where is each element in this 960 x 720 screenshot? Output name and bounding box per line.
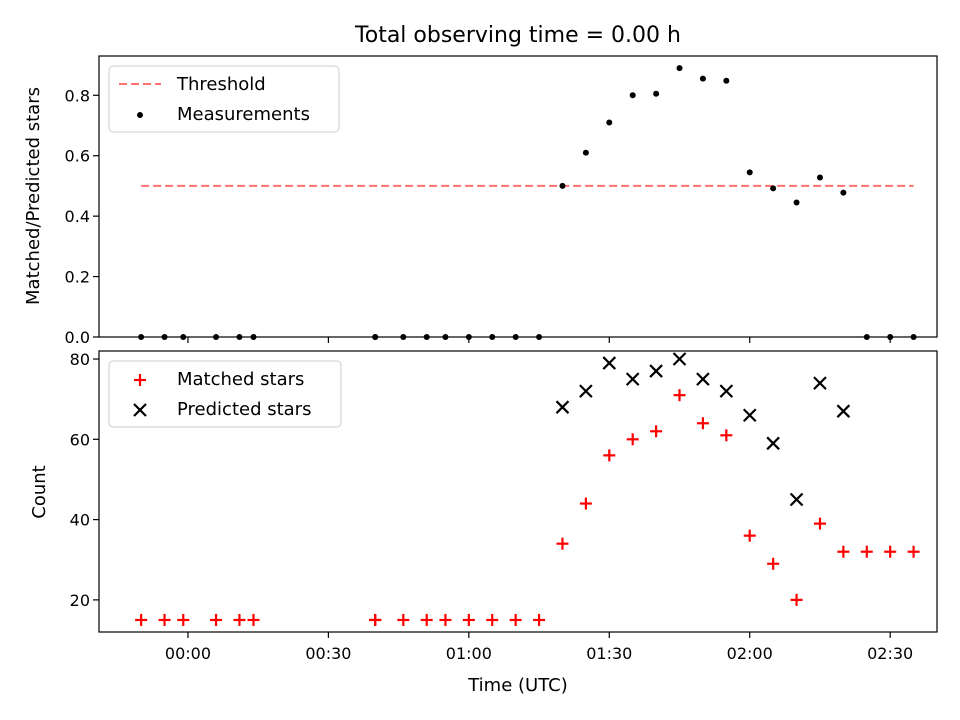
x-tick-label: 01:30 xyxy=(586,644,632,663)
x-tick-label: 02:00 xyxy=(727,644,773,663)
x-tick-label: 02:30 xyxy=(867,644,913,663)
matched-star-point xyxy=(673,389,686,402)
matched-star-point xyxy=(158,613,171,626)
matched-star-point xyxy=(813,517,826,530)
legend-predicted-label: Predicted stars xyxy=(177,399,311,420)
x-tick-label: 01:00 xyxy=(446,644,492,663)
measurement-point xyxy=(676,65,683,72)
bottom-y-tick-label: 20 xyxy=(70,591,90,610)
legend-measurements-label: Measurements xyxy=(177,104,310,125)
matched-star-point xyxy=(696,417,709,430)
matched-star-point xyxy=(420,613,433,626)
bottom-legend: Matched stars Predicted stars xyxy=(108,360,342,428)
matched-star-point xyxy=(439,613,452,626)
matched-star-point xyxy=(579,497,592,510)
predicted-star-point xyxy=(836,404,851,418)
legend-matched-label: Matched stars xyxy=(177,369,304,390)
measurement-point xyxy=(793,199,800,206)
top-legend: Threshold Measurements xyxy=(108,65,340,133)
matched-star-point xyxy=(837,545,850,558)
top-legend-box xyxy=(108,65,340,133)
top-y-tick-label: 0.8 xyxy=(65,86,90,105)
predicted-star-point xyxy=(625,372,640,386)
measurement-point xyxy=(746,169,753,176)
matched-star-point xyxy=(462,613,475,626)
predicted-star-point xyxy=(813,376,827,390)
bottom-y-tick-label: 80 xyxy=(70,350,90,369)
matched-star-point xyxy=(397,613,410,626)
top-y-ticks: 0.0 0.2 0.4 0.6 0.8 xyxy=(65,86,99,347)
predicted-star-point xyxy=(766,436,780,451)
matched-star-point xyxy=(720,429,733,442)
chart-title: Total observing time = 0.00 h xyxy=(354,23,681,48)
matched-star-point xyxy=(790,593,803,606)
measurement-point xyxy=(606,119,613,126)
top-y-tick-label: 0.2 xyxy=(65,268,90,287)
top-axes-frame xyxy=(98,55,938,338)
top-y-axis-label: Matched/Predicted stars xyxy=(23,87,44,305)
matched-star-point xyxy=(210,613,223,626)
bottom-y-tick-label: 40 xyxy=(70,511,90,530)
measurement-point xyxy=(723,77,730,84)
bottom-plot-area xyxy=(135,352,920,626)
matched-star-point xyxy=(603,449,616,462)
predicted-star-point xyxy=(602,356,617,370)
legend-threshold-label: Threshold xyxy=(176,74,266,95)
x-axis-label: Time (UTC) xyxy=(467,675,568,696)
matched-star-point xyxy=(509,613,522,626)
measurement-point xyxy=(770,185,777,192)
predicted-star-point xyxy=(672,352,687,366)
matched-star-point xyxy=(556,537,569,550)
top-y-tick-label: 0.4 xyxy=(65,207,90,226)
bottom-axes-frame xyxy=(98,350,938,633)
legend-predicted-x-icon xyxy=(133,403,147,417)
predicted-star-point xyxy=(789,492,804,507)
predicted-star-point xyxy=(742,408,757,423)
top-panel: 0.00.20.40.60.8 Matched/Predicted stars … xyxy=(23,55,938,347)
matched-star-point xyxy=(767,557,780,570)
bottom-y-tick-label: 60 xyxy=(70,430,90,449)
x-tick-label: 00:00 xyxy=(165,644,211,663)
matched-star-point xyxy=(233,613,246,626)
measurement-point xyxy=(816,174,823,181)
matched-star-point xyxy=(884,545,897,558)
predicted-star-point xyxy=(579,384,593,398)
top-x-ticks xyxy=(187,337,891,343)
legend-matched-plus-icon xyxy=(134,374,146,386)
measurement-point xyxy=(840,189,847,196)
matched-star-point xyxy=(177,613,190,626)
measurement-point xyxy=(559,182,566,189)
matched-star-point xyxy=(369,613,382,626)
measurement-point xyxy=(582,149,589,156)
predicted-star-point xyxy=(719,384,734,398)
predicted-star-point xyxy=(696,372,710,386)
top-y-tick-label: 0.0 xyxy=(65,328,90,347)
bottom-y-axis-label: Count xyxy=(29,465,50,518)
matched-star-point xyxy=(626,433,639,446)
bottom-x-ticks: 00:00 00:30 01:00 01:30 02:00 02:30 xyxy=(165,632,913,663)
bottom-y-ticks: 20 40 60 80 xyxy=(70,350,99,610)
predicted-star-point xyxy=(555,400,570,414)
measurement-point xyxy=(629,92,636,99)
matched-star-point xyxy=(650,425,663,438)
legend-measurements-dot-icon xyxy=(137,112,143,118)
matched-star-point xyxy=(860,545,873,558)
matched-star-point xyxy=(135,613,148,626)
matched-star-point xyxy=(486,613,499,626)
matched-star-point xyxy=(533,613,546,626)
matched-star-point xyxy=(247,613,260,626)
bottom-legend-box xyxy=(108,360,342,428)
top-y-tick-label: 0.6 xyxy=(65,147,90,166)
measurement-point xyxy=(653,90,660,97)
predicted-star-point xyxy=(649,364,663,378)
matched-star-point xyxy=(907,545,920,558)
matched-star-point xyxy=(743,529,756,542)
x-tick-label: 00:30 xyxy=(305,644,351,663)
measurement-point xyxy=(699,75,706,82)
